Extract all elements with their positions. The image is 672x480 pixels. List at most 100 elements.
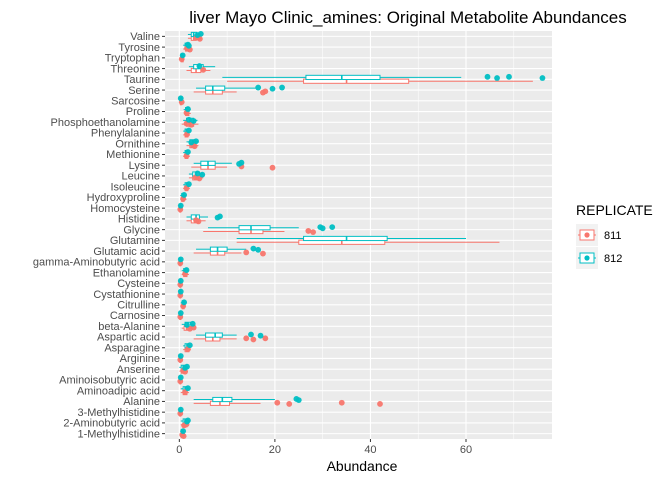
y-tick-label: Phosphoethanolamine: [51, 117, 160, 129]
y-tick-label: Glutamic acid: [93, 246, 160, 258]
data-point: [191, 143, 198, 150]
data-point: [189, 320, 196, 327]
data-point: [194, 32, 201, 38]
y-tick-label: Aminoisobutyric acid: [59, 375, 160, 387]
y-tick-label: Glutamine: [110, 235, 160, 247]
legend-title: REPLICATE: [576, 202, 653, 218]
points-811: [177, 34, 383, 440]
data-point: [177, 288, 184, 295]
y-tick-label: Ethanolamine: [93, 267, 160, 279]
box-Glycine: [238, 225, 271, 231]
y-tick-label: Glycine: [123, 224, 160, 236]
data-point: [250, 336, 257, 343]
data-point: [185, 385, 191, 392]
y-tick-label: Isoleucine: [110, 181, 160, 193]
y-tick-label: Anserine: [117, 364, 160, 376]
data-point: [248, 331, 254, 338]
legend-key-point: [584, 232, 590, 238]
data-point: [255, 84, 262, 91]
box-Glutamine: [303, 235, 388, 242]
legend-label: 812: [604, 253, 622, 265]
panel-background: [165, 31, 552, 439]
data-point: [177, 256, 184, 263]
y-tick-label: Tyrosine: [118, 42, 160, 54]
data-point: [250, 245, 257, 252]
data-point: [188, 139, 195, 146]
y-tick-label: Alanine: [123, 396, 160, 408]
y-axis-tick-labels: ValineTyrosineTryptophanThreonineTaurine…: [33, 31, 165, 440]
box-Glutamic acid: [209, 246, 228, 252]
data-point: [214, 214, 221, 221]
data-point: [177, 310, 184, 316]
data-point: [539, 75, 546, 81]
data-point: [305, 228, 312, 234]
y-tick-label: Threonine: [110, 63, 160, 75]
data-point: [194, 170, 201, 177]
y-tick-label: Valine: [130, 31, 160, 43]
data-point: [199, 171, 206, 178]
y-tick-label: Ornithine: [115, 138, 160, 150]
data-point: [181, 192, 188, 198]
data-point: [484, 73, 491, 80]
data-point: [177, 353, 184, 359]
y-tick-label: beta-Alanine: [98, 321, 160, 333]
data-point: [236, 161, 242, 167]
y-tick-label: Sarcosine: [111, 95, 160, 107]
y-tick-label: Carnosine: [110, 310, 160, 322]
data-point: [185, 116, 192, 123]
y-tick-label: Aspartic acid: [97, 332, 160, 344]
y-tick-label: 3-Methylhistidine: [77, 407, 160, 419]
x-axis-label: Abundance: [327, 458, 398, 474]
data-point: [181, 299, 188, 306]
data-point: [177, 202, 184, 209]
y-tick-label: Arginine: [120, 353, 160, 365]
legend-entry-811: 811: [576, 224, 622, 246]
data-point: [180, 433, 187, 440]
data-point: [186, 342, 193, 349]
data-point: [185, 42, 192, 49]
y-tick-label: Hydroxyproline: [87, 192, 160, 204]
data-point: [182, 365, 188, 371]
data-point: [286, 401, 293, 407]
legend: REPLICATE 811 812: [576, 202, 653, 269]
y-tick-label: Aminoadipic acid: [77, 385, 160, 397]
data-point: [184, 418, 190, 425]
legend-key-point: [584, 255, 590, 261]
data-point: [185, 181, 192, 188]
y-tick-label: Lysine: [129, 160, 160, 172]
data-point: [185, 106, 191, 112]
data-point: [269, 164, 276, 171]
data-point: [274, 399, 281, 406]
box-Serine: [205, 85, 226, 91]
y-tick-label: Homocysteine: [90, 203, 160, 215]
y-tick-label: Phenylalanine: [91, 128, 160, 140]
data-point: [255, 246, 262, 253]
data-point: [279, 84, 285, 91]
data-point: [177, 95, 184, 102]
y-tick-label: 2-Aminobutyric acid: [63, 418, 160, 430]
data-point: [185, 127, 192, 134]
data-point: [177, 374, 184, 381]
data-point: [180, 428, 187, 435]
y-tick-label: Cystathionine: [93, 289, 160, 301]
y-tick-label: Proline: [126, 106, 160, 118]
data-point: [195, 218, 202, 225]
y-tick-label: Cysteine: [117, 278, 160, 290]
data-point: [257, 332, 264, 339]
points-812: [177, 30, 546, 435]
x-tick-label: 0: [176, 444, 182, 456]
data-point: [329, 224, 336, 231]
y-tick-label: Tryptophan: [105, 53, 160, 65]
legend-label: 811: [604, 230, 622, 242]
y-tick-label: Serine: [128, 85, 160, 97]
legend-entry-812: 812: [576, 247, 622, 269]
plot-panel: [165, 30, 552, 440]
data-point: [319, 225, 326, 232]
data-point: [177, 277, 184, 284]
data-point: [243, 249, 250, 256]
x-axis-tick-labels: 0 20 40 60: [176, 439, 472, 456]
x-tick-label: 20: [269, 444, 281, 456]
data-point: [184, 322, 190, 328]
data-point: [179, 52, 186, 59]
